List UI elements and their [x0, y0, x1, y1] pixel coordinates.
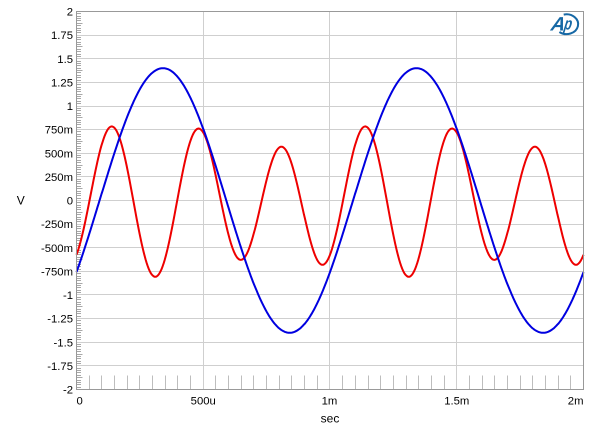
svg-text:A: A [548, 14, 567, 36]
svg-text:-2: -2 [63, 385, 73, 397]
svg-text:V: V [17, 194, 25, 208]
svg-text:-250m: -250m [41, 219, 73, 231]
svg-text:-1.25: -1.25 [47, 314, 73, 326]
svg-text:1m: 1m [322, 396, 338, 408]
svg-text:-500m: -500m [41, 243, 73, 255]
svg-text:250m: 250m [45, 172, 73, 184]
svg-text:-1.75: -1.75 [47, 361, 73, 373]
svg-text:2m: 2m [568, 396, 584, 408]
svg-text:750m: 750m [45, 125, 73, 137]
svg-text:0: 0 [67, 196, 73, 208]
svg-text:p: p [562, 15, 574, 34]
svg-text:-750m: -750m [41, 266, 73, 278]
svg-text:1.25: 1.25 [51, 77, 73, 89]
svg-text:500m: 500m [45, 148, 73, 160]
svg-text:2: 2 [67, 7, 73, 19]
svg-text:-1: -1 [63, 290, 73, 302]
svg-text:1.5m: 1.5m [444, 396, 469, 408]
svg-text:0: 0 [77, 396, 83, 408]
svg-text:1.75: 1.75 [51, 30, 73, 42]
svg-text:1.5: 1.5 [57, 54, 73, 66]
svg-text:1: 1 [67, 101, 73, 113]
svg-text:-1.5: -1.5 [54, 337, 73, 349]
svg-text:500u: 500u [191, 396, 216, 408]
svg-text:sec: sec [321, 412, 340, 426]
